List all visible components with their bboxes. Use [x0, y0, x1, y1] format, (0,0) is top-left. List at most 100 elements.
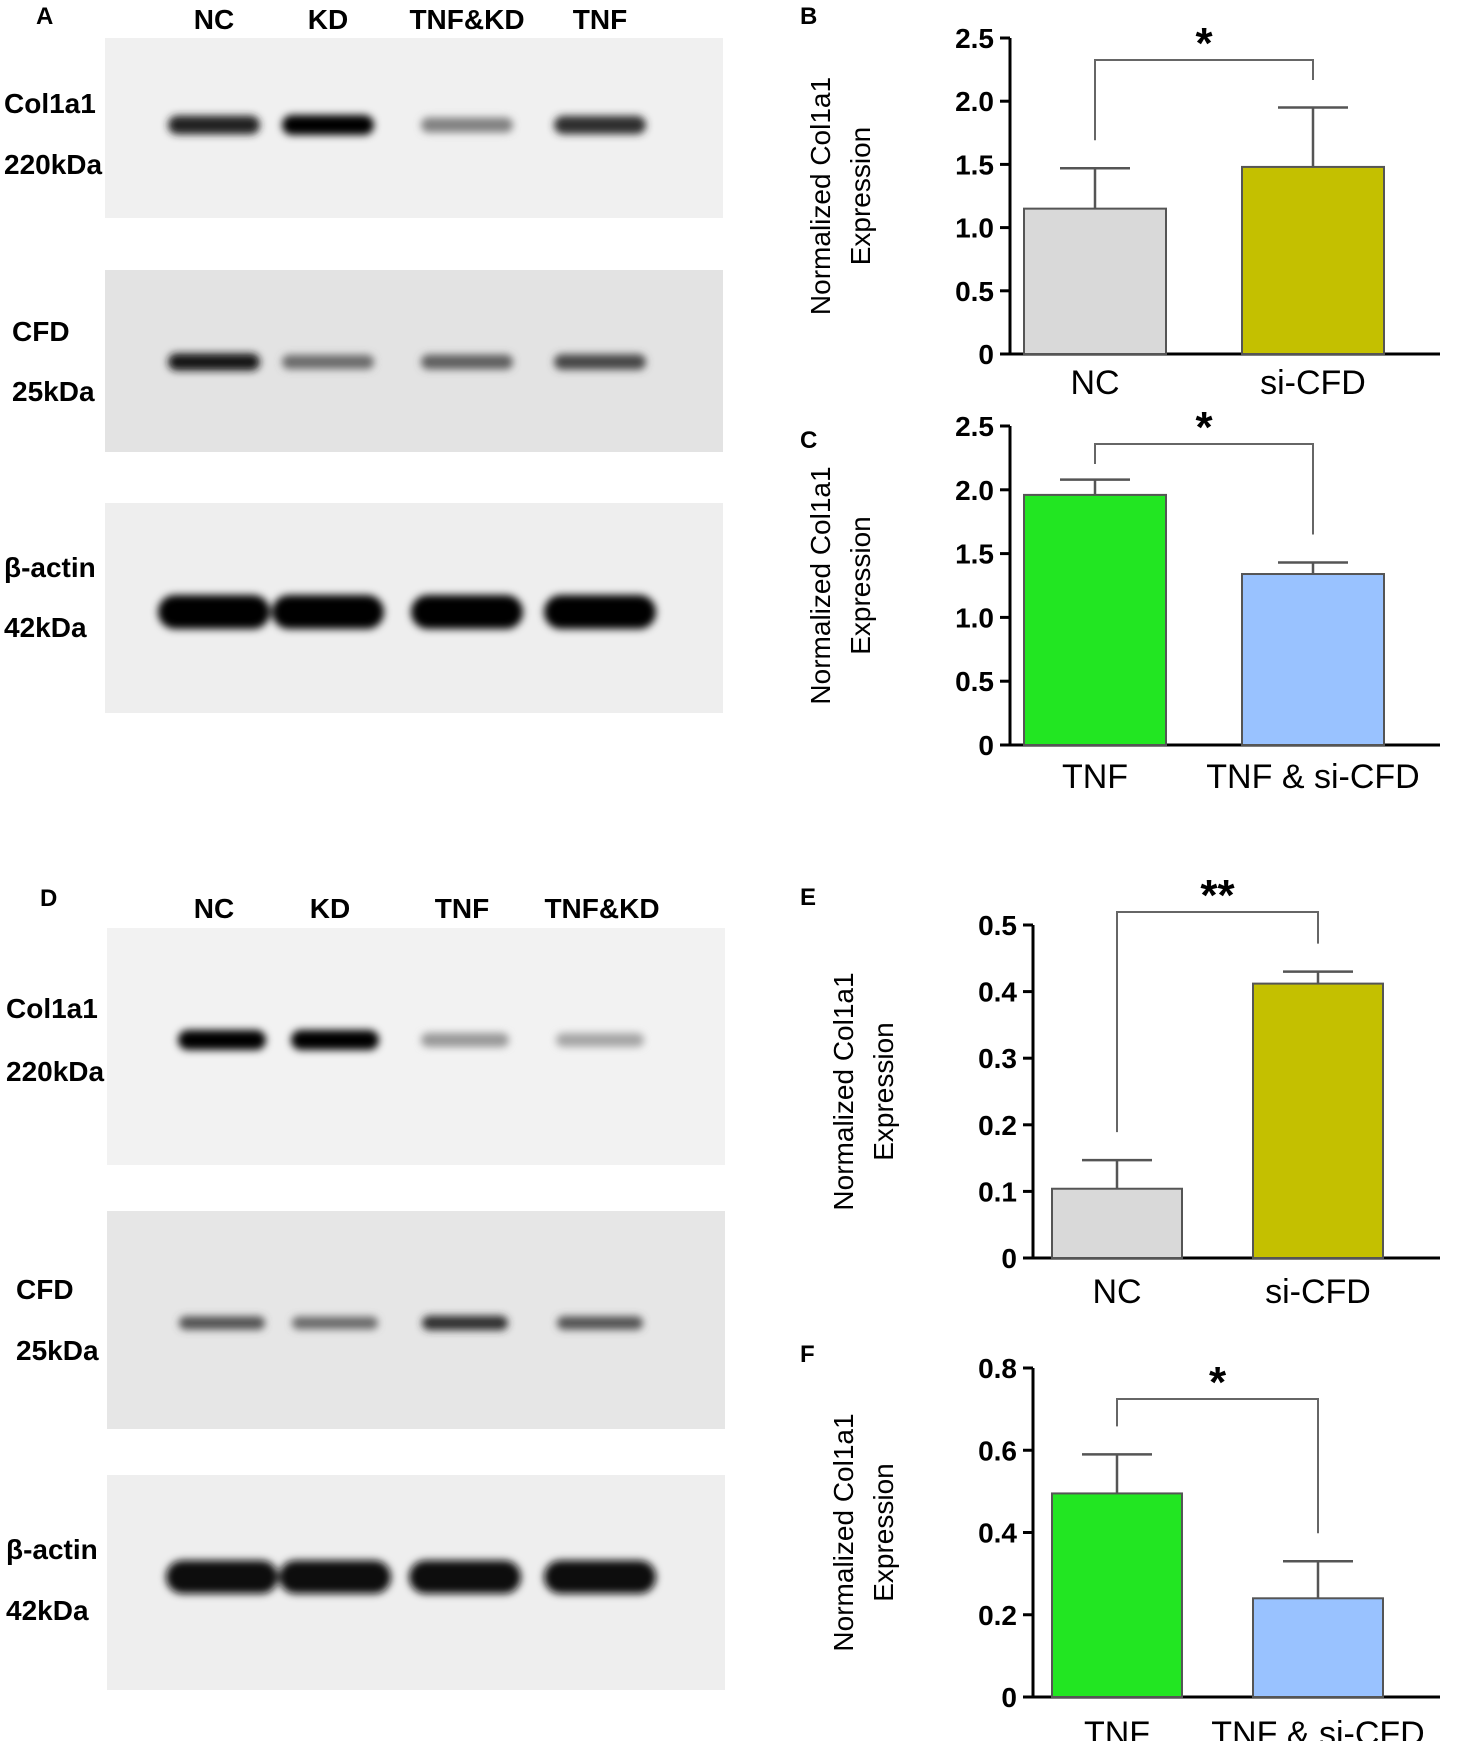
y-tick-label: 0	[1001, 1243, 1017, 1274]
blot-band	[421, 117, 513, 133]
y-tick-label: 1.0	[955, 602, 994, 633]
panel-letter-d: D	[40, 885, 57, 912]
bands-d-2	[166, 1560, 656, 1594]
y-tick-label: 0.2	[978, 1600, 1017, 1631]
blot-band	[279, 1560, 391, 1594]
significance-bracket	[1094, 59, 1314, 141]
y-tick-label: 0.6	[978, 1435, 1017, 1466]
protein-label: Col1a1	[4, 88, 96, 119]
protein-label: β-actin	[6, 1534, 98, 1565]
y-axis-label: Normalized Col1a1	[805, 77, 836, 315]
blot-band	[272, 595, 384, 629]
y-axis-label: Normalized Col1a1	[828, 1413, 859, 1651]
bar-chart-f: 0 0.2 0.4 0.6 0.8 Normalized Col1a1 Expression…	[828, 1353, 1440, 1741]
lane-labels-d: NC KD TNF TNF&KD	[194, 893, 660, 924]
blot-band	[554, 354, 646, 370]
lane-label: KD	[308, 4, 348, 35]
bar	[1252, 982, 1384, 1259]
blot-band	[422, 1315, 508, 1331]
y-tick-label: 0.1	[978, 1176, 1017, 1207]
protein-label: CFD	[16, 1274, 74, 1305]
blot-band	[178, 1030, 266, 1050]
protein-label: β-actin	[4, 552, 96, 583]
significance-marker: *	[1195, 19, 1213, 68]
blot-band	[158, 595, 270, 629]
blot-band	[282, 115, 374, 135]
y-tick-label: 0	[978, 730, 994, 761]
y-tick-label: 0.5	[978, 910, 1017, 941]
y-tick-label: 0.8	[978, 1353, 1017, 1384]
lane-label: TNF	[435, 893, 489, 924]
blot-band	[291, 1030, 379, 1050]
lane-label: TNF&KD	[544, 893, 659, 924]
blot-band	[282, 354, 374, 370]
category-label: TNF	[1084, 1715, 1150, 1741]
blot-band	[544, 595, 656, 629]
y-tick-label: 0	[1001, 1682, 1017, 1713]
protein-label: Col1a1	[6, 993, 98, 1024]
bands-a-2	[158, 595, 656, 629]
y-tick-label: 0	[978, 339, 994, 370]
y-tick-label: 0.5	[955, 666, 994, 697]
blot-band	[556, 1033, 644, 1047]
bands-a-0	[168, 115, 646, 135]
size-label: 25kDa	[16, 1335, 99, 1366]
panel-letter-e: E	[800, 884, 816, 911]
blot-band	[292, 1316, 378, 1330]
y-tick-label: 1.5	[955, 149, 994, 180]
bar	[1252, 1597, 1384, 1699]
category-label: TNF & si-CFD	[1206, 758, 1419, 796]
y-axis-label: Expression	[868, 1463, 899, 1602]
significance-bracket	[1116, 911, 1319, 1133]
significance-bracket	[1116, 1398, 1319, 1534]
bands-d-0	[178, 1030, 644, 1050]
bar	[1241, 573, 1385, 746]
category-label: TNF & si-CFD	[1211, 1715, 1424, 1741]
blot-band	[411, 595, 523, 629]
y-tick-label: 0.2	[978, 1110, 1017, 1141]
lane-label: NC	[194, 893, 234, 924]
y-tick-label: 1.0	[955, 213, 994, 244]
y-tick-label: 2.0	[955, 475, 994, 506]
blot-band	[557, 1316, 643, 1330]
bands-a-1	[168, 353, 646, 371]
blot-band	[421, 354, 513, 370]
size-label: 220kDa	[6, 1056, 105, 1087]
size-label: 25kDa	[12, 376, 95, 407]
lane-label: NC	[194, 4, 234, 35]
category-label: si-CFD	[1265, 1273, 1371, 1311]
blot-panel-a: A NC KD TNF&KD TNF Col1a1 220kDa CFD 25k…	[4, 3, 723, 713]
lane-label: KD	[310, 893, 350, 924]
y-tick-label: 2.5	[955, 23, 994, 54]
blot-band	[554, 115, 646, 135]
panel-letter-b: B	[800, 3, 817, 30]
significance-marker: *	[1209, 1358, 1227, 1407]
y-tick-label: 0.3	[978, 1043, 1017, 1074]
y-tick-label: 2.0	[955, 86, 994, 117]
y-tick-label: 2.5	[955, 411, 994, 442]
bar-chart-b: 0 0.5 1.0 1.5 2.0 2.5 Normalized Col1a1 Express…	[805, 19, 1440, 402]
blot-band	[421, 1032, 509, 1048]
y-tick-label: 0.4	[978, 977, 1017, 1008]
panel-letter-c: C	[800, 427, 817, 454]
category-label: NC	[1070, 364, 1119, 402]
bar	[1051, 1492, 1183, 1699]
blot-band	[168, 115, 260, 135]
bar	[1023, 493, 1167, 746]
y-tick-label: 0.4	[978, 1518, 1017, 1549]
lane-label: TNF&KD	[409, 4, 524, 35]
category-label: NC	[1092, 1273, 1141, 1311]
y-axis-label: Normalized Col1a1	[828, 972, 859, 1210]
bar	[1051, 1187, 1183, 1259]
lane-labels-a: NC KD TNF&KD TNF	[194, 4, 627, 35]
blot-panel-d: D NC KD TNF TNF&KD Col1a1 220kDa CFD 25k…	[6, 885, 725, 1690]
y-tick-label: 1.5	[955, 539, 994, 570]
bands-d-1	[179, 1315, 643, 1331]
blot-band	[166, 1560, 278, 1594]
lane-label: TNF	[573, 4, 627, 35]
y-tick-label: 0.5	[955, 276, 994, 307]
bar	[1023, 207, 1167, 355]
y-axis-label: Expression	[845, 127, 876, 266]
panel-letter-a: A	[36, 3, 53, 30]
